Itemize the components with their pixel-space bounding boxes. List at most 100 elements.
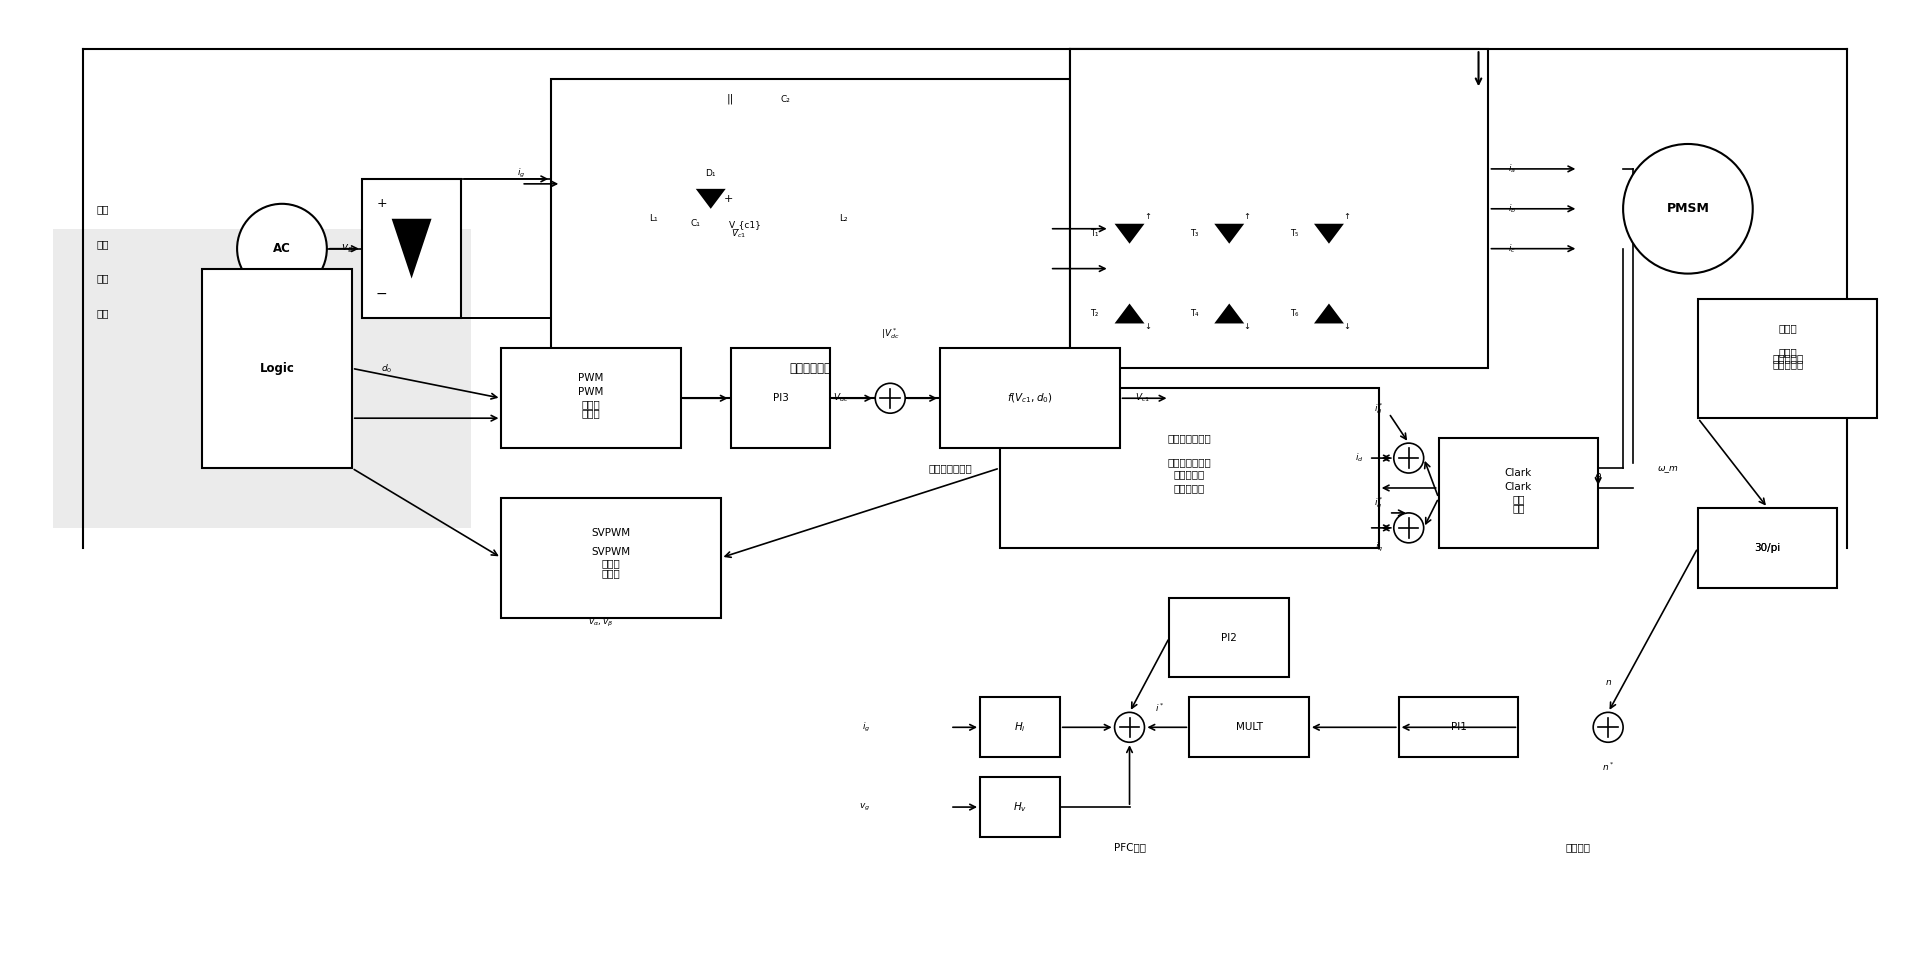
Text: T₃: T₃ <box>1190 229 1198 238</box>
Text: 变换: 变换 <box>1513 503 1524 513</box>
Text: $f(V_{c1},d_0)$: $f(V_{c1},d_0)$ <box>1007 391 1053 405</box>
Text: $n^*$: $n^*$ <box>1602 761 1615 773</box>
Bar <box>500 498 721 618</box>
Text: 合成: 合成 <box>97 274 108 284</box>
Text: $V_{c1}$: $V_{c1}$ <box>730 227 746 240</box>
Text: −: − <box>377 287 388 300</box>
Text: 电压前馈型矢量: 电压前馈型矢量 <box>1167 433 1211 443</box>
Polygon shape <box>392 219 431 279</box>
Text: 信号: 信号 <box>97 239 108 249</box>
Bar <box>730 348 831 448</box>
Bar <box>500 348 680 448</box>
Text: T₁: T₁ <box>1090 229 1099 238</box>
Text: 30/pi: 30/pi <box>1754 543 1781 553</box>
Text: $i_q$: $i_q$ <box>1376 541 1383 555</box>
Text: 位置和
速度传感器: 位置和 速度传感器 <box>1772 348 1803 369</box>
Polygon shape <box>1215 224 1244 244</box>
Text: $i_a$: $i_a$ <box>1509 163 1517 175</box>
Text: L₁: L₁ <box>649 214 659 224</box>
Text: MULT: MULT <box>1236 722 1264 733</box>
Text: T₆: T₆ <box>1291 309 1298 318</box>
Circle shape <box>238 204 327 293</box>
Text: $i_d^*$: $i_d^*$ <box>1374 401 1383 415</box>
Text: ω_m: ω_m <box>1658 464 1679 472</box>
Text: T₅: T₅ <box>1291 229 1298 238</box>
Polygon shape <box>1314 304 1345 323</box>
Text: $H_i$: $H_i$ <box>1014 720 1026 734</box>
Polygon shape <box>1115 224 1144 244</box>
Text: ↓: ↓ <box>1144 322 1151 331</box>
Text: V_{c1}: V_{c1} <box>728 221 761 229</box>
Text: $v_\alpha, v_\beta$: $v_\alpha, v_\beta$ <box>587 618 614 628</box>
Text: $i_g$: $i_g$ <box>518 167 526 180</box>
Text: $i_d$: $i_d$ <box>1354 452 1364 465</box>
Text: $v_g$: $v_g$ <box>340 242 354 255</box>
Text: 母线电压控制环: 母线电压控制环 <box>927 463 972 473</box>
Bar <box>1439 439 1598 548</box>
Text: 30/pi: 30/pi <box>1754 543 1781 553</box>
Text: 驱动: 驱动 <box>97 204 108 214</box>
Text: T₂: T₂ <box>1090 309 1099 318</box>
Text: $|V_{dc}^*$: $|V_{dc}^*$ <box>881 326 900 341</box>
Text: 速度传感器: 速度传感器 <box>1772 353 1803 363</box>
Text: $V_{dc}$: $V_{dc}$ <box>833 392 848 405</box>
Text: 位置和: 位置和 <box>1777 323 1797 333</box>
Text: 无源升压电路: 无源升压电路 <box>790 362 831 375</box>
Circle shape <box>1393 513 1424 543</box>
Bar <box>551 79 1070 398</box>
Circle shape <box>1623 144 1752 274</box>
Text: L₂: L₂ <box>838 214 848 224</box>
Text: +: + <box>724 194 734 204</box>
Bar <box>1698 508 1837 588</box>
Text: 模块: 模块 <box>97 309 108 318</box>
Text: ↑: ↑ <box>1144 212 1151 222</box>
Text: $v_g$: $v_g$ <box>860 802 869 812</box>
Text: ↑: ↑ <box>1244 212 1250 222</box>
Text: SVPWM: SVPWM <box>591 528 630 538</box>
Bar <box>941 348 1119 448</box>
Text: 控制电流环: 控制电流环 <box>1175 483 1206 493</box>
Text: PWM
调制器: PWM 调制器 <box>578 387 605 409</box>
Text: SVPWM
调制器: SVPWM 调制器 <box>591 547 630 568</box>
Text: ↑: ↑ <box>1343 212 1350 222</box>
Circle shape <box>1594 712 1623 742</box>
Bar <box>1070 49 1488 369</box>
Text: $i_q^*$: $i_q^*$ <box>1374 496 1383 511</box>
Circle shape <box>875 383 906 413</box>
Bar <box>203 268 352 469</box>
Bar <box>980 697 1061 757</box>
Text: 转速外环: 转速外环 <box>1565 842 1590 852</box>
Text: $i^*$: $i^*$ <box>1155 701 1165 713</box>
Text: PMSM: PMSM <box>1667 202 1710 215</box>
Text: ↓: ↓ <box>1244 322 1250 331</box>
Text: 电压前馈型矢量
控制电流环: 电压前馈型矢量 控制电流环 <box>1167 457 1211 479</box>
Text: PI2: PI2 <box>1221 632 1236 643</box>
Bar <box>1001 388 1379 548</box>
Text: AC: AC <box>272 242 292 256</box>
Text: PFC内环: PFC内环 <box>1113 842 1146 852</box>
Text: 调制器: 调制器 <box>582 408 601 418</box>
Text: $i_b$: $i_b$ <box>1509 202 1517 215</box>
Bar <box>52 228 471 528</box>
Bar <box>361 179 462 318</box>
Circle shape <box>1115 712 1144 742</box>
Text: θ: θ <box>1596 473 1602 483</box>
Bar <box>1698 298 1878 418</box>
Text: Clark
变换: Clark 变换 <box>1505 482 1532 503</box>
Text: 调制器: 调制器 <box>601 568 620 578</box>
Polygon shape <box>1115 304 1144 323</box>
Bar <box>1190 697 1310 757</box>
Circle shape <box>1393 443 1424 473</box>
Text: $i_c$: $i_c$ <box>1509 242 1517 255</box>
Text: $V_{c1}$: $V_{c1}$ <box>1134 392 1150 405</box>
Text: C₁: C₁ <box>692 219 701 228</box>
Text: n: n <box>1605 678 1611 687</box>
Text: $i_g$: $i_g$ <box>862 721 869 734</box>
Polygon shape <box>696 189 726 209</box>
Bar <box>1169 597 1289 678</box>
Text: PWM: PWM <box>578 374 605 383</box>
Polygon shape <box>1215 304 1244 323</box>
Polygon shape <box>1314 224 1345 244</box>
Text: PI1: PI1 <box>1451 722 1466 733</box>
Text: ||: || <box>726 94 734 105</box>
